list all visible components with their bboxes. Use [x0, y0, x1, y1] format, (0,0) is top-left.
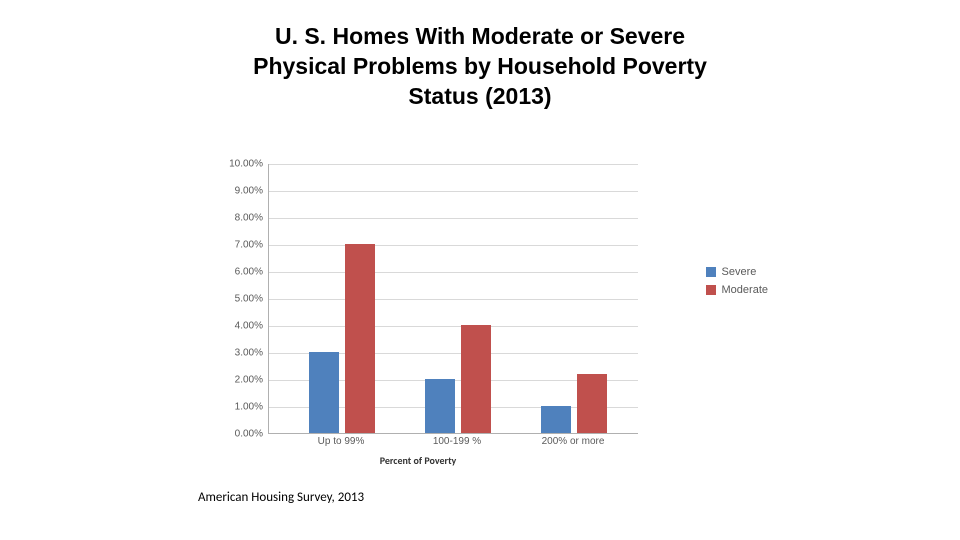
- y-tick-label: 7.00%: [203, 240, 263, 251]
- legend-swatch: [706, 267, 716, 277]
- x-tick-label: 100-199 %: [433, 436, 481, 447]
- chart-title: U. S. Homes With Moderate or Severe Phys…: [170, 0, 790, 112]
- bar-severe: [541, 406, 571, 433]
- legend-label: Severe: [722, 266, 757, 278]
- gridline: [269, 299, 638, 300]
- gridline: [269, 218, 638, 219]
- title-line-2: Physical Problems by Household Poverty: [253, 53, 707, 79]
- y-tick-label: 2.00%: [203, 375, 263, 386]
- y-tick-label: 4.00%: [203, 321, 263, 332]
- gridline: [269, 245, 638, 246]
- bar-severe: [309, 352, 339, 433]
- source-citation: American Housing Survey, 2013: [198, 490, 364, 505]
- legend-swatch: [706, 285, 716, 295]
- y-tick-label: 1.00%: [203, 402, 263, 413]
- gridline: [269, 272, 638, 273]
- y-tick-label: 3.00%: [203, 348, 263, 359]
- plot-area: [268, 164, 638, 434]
- title-line-3: Status (2013): [408, 83, 551, 109]
- chart-container: 0.00% 1.00% 2.00% 3.00% 4.00% 5.00% 6.00% 7.00%…: [198, 156, 758, 471]
- y-tick-label: 8.00%: [203, 213, 263, 224]
- y-tick-label: 5.00%: [203, 294, 263, 305]
- legend-label: Moderate: [722, 284, 768, 296]
- x-axis-label: Percent of Poverty: [198, 454, 638, 467]
- title-line-1: U. S. Homes With Moderate or Severe: [275, 23, 685, 49]
- bar-moderate: [577, 374, 607, 433]
- gridline: [269, 164, 638, 165]
- gridline: [269, 191, 638, 192]
- bar-moderate: [345, 244, 375, 433]
- x-tick-label: Up to 99%: [318, 436, 365, 447]
- y-tick-label: 6.00%: [203, 267, 263, 278]
- y-tick-label: 0.00%: [203, 429, 263, 440]
- y-tick-label: 9.00%: [203, 186, 263, 197]
- bar-severe: [425, 379, 455, 433]
- bar-moderate: [461, 325, 491, 433]
- legend: Severe Moderate: [706, 266, 768, 302]
- legend-item: Severe: [706, 266, 768, 278]
- y-tick-label: 10.00%: [203, 159, 263, 170]
- gridline: [269, 326, 638, 327]
- legend-item: Moderate: [706, 284, 768, 296]
- x-tick-label: 200% or more: [542, 436, 605, 447]
